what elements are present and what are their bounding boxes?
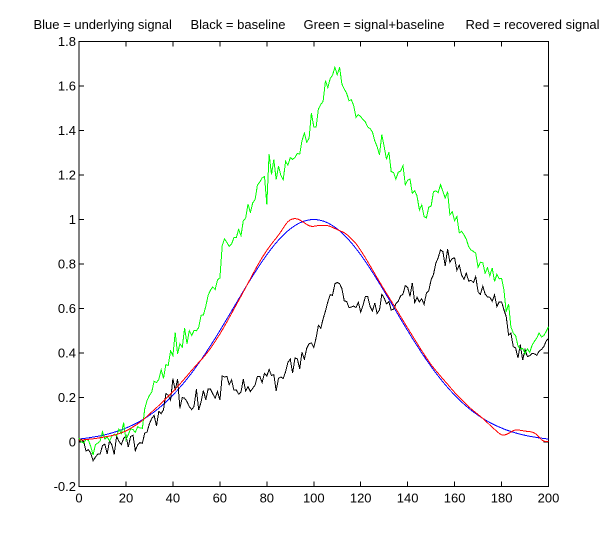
svg-text:80: 80: [260, 491, 274, 506]
svg-text:Black = baseline: Black = baseline: [191, 17, 286, 32]
svg-text:1.8: 1.8: [58, 34, 76, 49]
svg-text:0.6: 0.6: [58, 301, 76, 316]
svg-text:100: 100: [303, 491, 325, 506]
svg-text:0.8: 0.8: [58, 257, 76, 272]
svg-text:Blue = underlying signal: Blue = underlying signal: [34, 17, 173, 32]
svg-text:Green = signal+baseline: Green = signal+baseline: [304, 17, 445, 32]
svg-text:200: 200: [538, 491, 560, 506]
svg-text:0: 0: [69, 435, 76, 450]
svg-text:1.4: 1.4: [58, 123, 76, 138]
svg-text:1: 1: [69, 212, 76, 227]
svg-text:180: 180: [491, 491, 513, 506]
svg-text:0.2: 0.2: [58, 390, 76, 405]
svg-text:40: 40: [166, 491, 180, 506]
svg-text:0.4: 0.4: [58, 346, 76, 361]
svg-text:0: 0: [75, 491, 82, 506]
svg-text:20: 20: [119, 491, 133, 506]
svg-text:160: 160: [444, 491, 466, 506]
svg-text:1.2: 1.2: [58, 168, 76, 183]
svg-text:60: 60: [213, 491, 227, 506]
svg-text:120: 120: [350, 491, 372, 506]
svg-text:-0.2: -0.2: [54, 479, 76, 494]
svg-text:Red = recovered signal: Red = recovered signal: [466, 17, 600, 32]
svg-text:140: 140: [397, 491, 419, 506]
svg-text:1.6: 1.6: [58, 79, 76, 94]
